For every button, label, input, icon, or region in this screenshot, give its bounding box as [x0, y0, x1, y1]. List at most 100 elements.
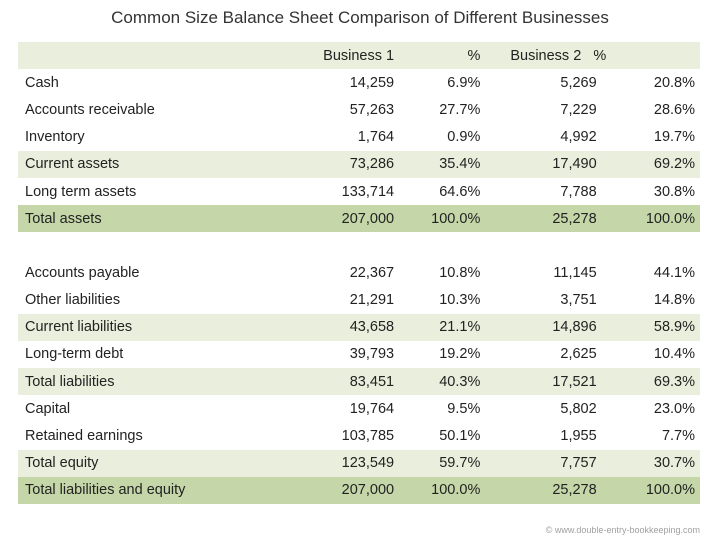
business-2-value: 5,269	[480, 69, 597, 97]
row-label: Total equity	[18, 449, 296, 477]
business-2-percent: 7.7%	[596, 422, 700, 450]
business-1-value: 83,451	[295, 368, 395, 396]
business-1-value: 103,785	[295, 422, 395, 450]
table-row: Capital 19,764 9.5% 5,802 23.0%	[18, 395, 700, 423]
row-label: Other liabilities	[18, 286, 296, 314]
row-label: Capital	[18, 395, 296, 423]
business-1-value: 39,793	[295, 340, 395, 369]
business-1-percent: 10.8%	[394, 259, 481, 287]
business-2-value: 1,955	[480, 422, 597, 450]
business-2-value: 7,788	[480, 177, 597, 206]
row-label: Current liabilities	[18, 313, 296, 341]
row-label: Long term assets	[18, 177, 296, 206]
business-2-value: 5,802	[480, 395, 597, 423]
spacer-cell	[18, 232, 700, 260]
business-2-value: 3,751	[480, 286, 597, 314]
row-label: Retained earnings	[18, 422, 296, 450]
business-2-percent: 20.8%	[596, 69, 700, 97]
business-1-percent: 35.4%	[394, 150, 481, 178]
copyright-notice: © www.double-entry-bookkeeping.com	[545, 525, 700, 535]
business-2-percent: 44.1%	[596, 259, 700, 287]
business-2-value: 14,896	[480, 313, 597, 341]
business-2-percent: 100.0%	[596, 205, 700, 233]
business-1-value: 57,263	[295, 96, 395, 124]
business-1-value: 123,549	[295, 449, 395, 477]
header-business-2: Business 2 %	[480, 42, 700, 70]
business-2-value: 25,278	[480, 205, 597, 233]
table-row: Total equity 123,549 59.7% 7,757 30.7%	[18, 449, 700, 477]
table-row: Other liabilities 21,291 10.3% 3,751 14.8%	[18, 286, 700, 314]
business-1-value: 22,367	[295, 259, 395, 287]
header-pct-2: %	[593, 47, 607, 64]
row-label: Total liabilities and equity	[18, 476, 296, 504]
business-1-value: 1,764	[295, 123, 395, 151]
business-1-percent: 10.3%	[394, 286, 481, 314]
table-row: Current liabilities 43,658 21.1% 14,896 58.9…	[18, 313, 700, 341]
row-label: Accounts receivable	[18, 96, 296, 124]
business-2-value: 17,521	[480, 368, 597, 396]
business-2-value: 2,625	[480, 340, 597, 369]
header-business-2-label: Business 2	[510, 47, 582, 64]
business-2-percent: 58.9%	[596, 313, 700, 341]
business-1-value: 207,000	[295, 205, 395, 233]
table-row: Total assets 207,000 100.0% 25,278 100.0%	[18, 205, 700, 233]
business-1-value: 14,259	[295, 69, 395, 97]
table-row: Accounts payable 22,367 10.8% 11,145 44.1%	[18, 259, 700, 287]
business-2-percent: 69.3%	[596, 368, 700, 396]
table-header-row: Business 1 % Business 2 %	[18, 42, 700, 70]
business-1-value: 19,764	[295, 395, 395, 423]
business-2-percent: 30.8%	[596, 177, 700, 206]
row-label: Long-term debt	[18, 340, 296, 369]
business-1-percent: 100.0%	[394, 205, 481, 233]
business-1-percent: 6.9%	[394, 69, 481, 97]
business-2-value: 4,992	[480, 123, 597, 151]
table-row: Retained earnings 103,785 50.1% 1,955 7.7%	[18, 422, 700, 450]
business-1-percent: 27.7%	[394, 96, 481, 124]
business-1-value: 43,658	[295, 313, 395, 341]
row-label: Total assets	[18, 205, 296, 233]
business-1-percent: 64.6%	[394, 177, 481, 206]
business-2-value: 7,229	[480, 96, 597, 124]
business-2-percent: 23.0%	[596, 395, 700, 423]
row-label: Current assets	[18, 150, 296, 178]
header-pct-1: %	[394, 42, 481, 70]
header-business-1: Business 1	[295, 42, 395, 70]
row-label: Cash	[18, 69, 296, 97]
business-1-percent: 21.1%	[394, 313, 481, 341]
business-1-percent: 50.1%	[394, 422, 481, 450]
business-1-value: 73,286	[295, 150, 395, 178]
row-label: Inventory	[18, 123, 296, 151]
business-1-percent: 0.9%	[394, 123, 481, 151]
business-2-percent: 19.7%	[596, 123, 700, 151]
row-label: Total liabilities	[18, 368, 296, 396]
business-1-value: 207,000	[295, 476, 395, 504]
table-row: Accounts receivable 57,263 27.7% 7,229 28.6%	[18, 96, 700, 124]
business-1-percent: 40.3%	[394, 368, 481, 396]
business-1-value: 133,714	[295, 177, 395, 206]
table-row: Long term assets 133,714 64.6% 7,788 30.8%	[18, 177, 700, 206]
business-2-percent: 69.2%	[596, 150, 700, 178]
table-row: Inventory 1,764 0.9% 4,992 19.7%	[18, 123, 700, 151]
balance-sheet-table: Business 1 % Business 2 % Cash 14,259 6.9%…	[18, 42, 700, 504]
table-row: Long-term debt 39,793 19.2% 2,625 10.4%	[18, 340, 700, 369]
business-1-percent: 9.5%	[394, 395, 481, 423]
business-2-percent: 28.6%	[596, 96, 700, 124]
business-2-percent: 100.0%	[596, 476, 700, 504]
business-2-percent: 10.4%	[596, 340, 700, 369]
table-row: Total liabilities 83,451 40.3% 17,521 69.3%	[18, 368, 700, 396]
row-label: Accounts payable	[18, 259, 296, 287]
spacer-row	[18, 232, 700, 260]
header-label	[18, 42, 296, 70]
page-title: Common Size Balance Sheet Comparison of …	[111, 8, 609, 27]
table-row: Cash 14,259 6.9% 5,269 20.8%	[18, 69, 700, 97]
business-2-value: 17,490	[480, 150, 597, 178]
business-2-value: 7,757	[480, 449, 597, 477]
business-1-percent: 100.0%	[394, 476, 481, 504]
business-2-percent: 14.8%	[596, 286, 700, 314]
business-1-value: 21,291	[295, 286, 395, 314]
business-2-percent: 30.7%	[596, 449, 700, 477]
business-2-value: 11,145	[480, 259, 597, 287]
table-row: Total liabilities and equity 207,000 100.0…	[18, 476, 700, 504]
business-2-value: 25,278	[480, 476, 597, 504]
